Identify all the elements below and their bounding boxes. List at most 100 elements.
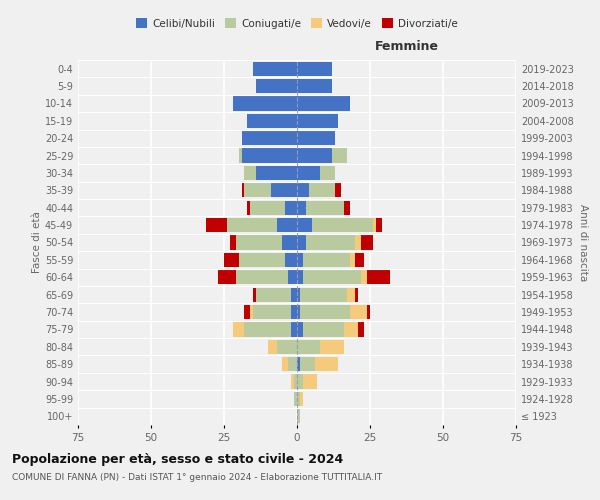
Bar — [297, 409, 300, 424]
Bar — [286, 253, 297, 267]
Bar — [268, 340, 277, 354]
Bar — [297, 340, 320, 354]
Bar — [283, 357, 288, 372]
Y-axis label: Anni di nascita: Anni di nascita — [578, 204, 587, 281]
Bar — [244, 183, 271, 198]
Bar — [297, 183, 308, 198]
Bar — [253, 305, 291, 319]
Bar — [344, 200, 350, 215]
Bar — [361, 270, 367, 284]
Bar — [286, 200, 297, 215]
Bar — [297, 236, 306, 250]
Bar — [303, 322, 344, 336]
Bar — [297, 357, 300, 372]
Bar — [244, 322, 291, 336]
Bar — [300, 392, 303, 406]
Bar — [239, 148, 242, 162]
Bar — [320, 340, 344, 354]
Bar — [350, 305, 367, 319]
Bar — [291, 322, 297, 336]
Bar — [297, 374, 303, 388]
Bar — [242, 131, 297, 146]
Bar — [271, 183, 297, 198]
Bar — [233, 322, 244, 336]
Bar — [288, 270, 297, 284]
Bar — [355, 253, 364, 267]
Bar — [247, 114, 297, 128]
Bar — [297, 322, 303, 336]
Bar — [244, 166, 256, 180]
Text: COMUNE DI FANNA (PN) - Dati ISTAT 1° gennaio 2024 - Elaborazione TUTTITALIA.IT: COMUNE DI FANNA (PN) - Dati ISTAT 1° gen… — [12, 472, 382, 482]
Bar — [367, 305, 370, 319]
Bar — [300, 288, 347, 302]
Bar — [218, 270, 236, 284]
Bar — [256, 166, 297, 180]
Bar — [297, 270, 303, 284]
Bar — [297, 253, 303, 267]
Bar — [247, 200, 250, 215]
Bar — [358, 322, 364, 336]
Bar — [283, 236, 297, 250]
Bar — [227, 218, 277, 232]
Bar — [367, 270, 391, 284]
Bar — [306, 200, 344, 215]
Bar — [297, 200, 306, 215]
Bar — [297, 148, 332, 162]
Bar — [303, 270, 361, 284]
Bar — [297, 392, 300, 406]
Bar — [236, 270, 288, 284]
Bar — [355, 236, 361, 250]
Bar — [277, 218, 297, 232]
Bar — [297, 305, 300, 319]
Bar — [277, 340, 297, 354]
Bar — [206, 218, 227, 232]
Bar — [297, 166, 320, 180]
Bar — [233, 96, 297, 110]
Bar — [294, 392, 297, 406]
Bar — [297, 131, 335, 146]
Bar — [236, 236, 283, 250]
Bar — [244, 305, 250, 319]
Bar — [253, 288, 256, 302]
Bar — [361, 236, 373, 250]
Bar — [297, 96, 350, 110]
Bar — [297, 114, 338, 128]
Bar — [373, 218, 376, 232]
Bar — [288, 357, 297, 372]
Bar — [230, 236, 236, 250]
Bar — [320, 166, 335, 180]
Bar — [300, 305, 350, 319]
Bar — [256, 288, 291, 302]
Bar — [297, 288, 300, 302]
Bar — [350, 253, 355, 267]
Bar — [297, 62, 332, 76]
Bar — [347, 288, 355, 302]
Bar — [291, 305, 297, 319]
Legend: Celibi/Nubili, Coniugati/e, Vedovi/e, Divorziati/e: Celibi/Nubili, Coniugati/e, Vedovi/e, Di… — [132, 14, 462, 32]
Bar — [376, 218, 382, 232]
Bar — [242, 183, 244, 198]
Bar — [294, 374, 297, 388]
Bar — [253, 62, 297, 76]
Bar — [256, 79, 297, 93]
Bar — [291, 374, 294, 388]
Text: Femmine: Femmine — [374, 40, 439, 52]
Bar — [250, 305, 253, 319]
Bar — [300, 357, 314, 372]
Bar — [332, 148, 347, 162]
Bar — [355, 288, 358, 302]
Bar — [224, 253, 239, 267]
Bar — [311, 218, 373, 232]
Bar — [335, 183, 341, 198]
Bar — [314, 357, 338, 372]
Bar — [303, 374, 317, 388]
Bar — [297, 79, 332, 93]
Bar — [308, 183, 335, 198]
Bar — [250, 200, 286, 215]
Bar — [297, 218, 311, 232]
Bar — [239, 253, 286, 267]
Bar — [344, 322, 358, 336]
Bar — [306, 236, 355, 250]
Text: Popolazione per età, sesso e stato civile - 2024: Popolazione per età, sesso e stato civil… — [12, 452, 343, 466]
Bar — [303, 253, 350, 267]
